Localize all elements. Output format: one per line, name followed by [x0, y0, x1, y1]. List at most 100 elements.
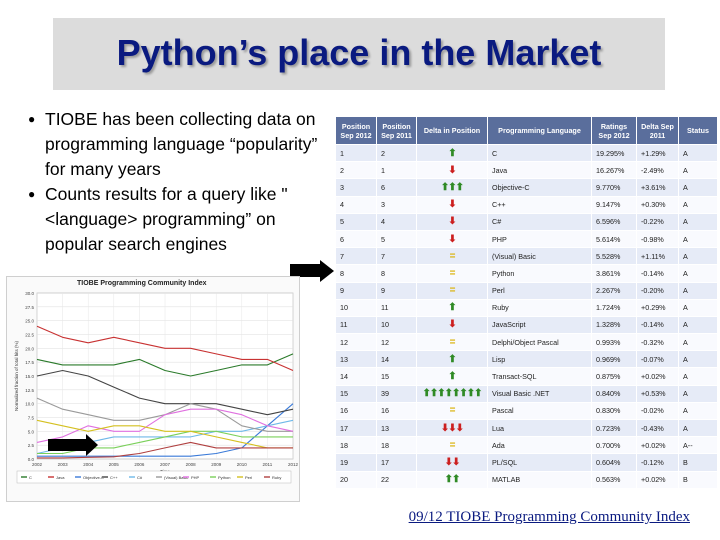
- status-cell: A: [678, 161, 718, 180]
- y-tick-label: 12.5: [25, 388, 34, 393]
- legend-label: Ruby: [272, 475, 281, 480]
- status-cell: A: [678, 350, 718, 369]
- rating-cell: 0.723%: [591, 418, 637, 438]
- header-delta-position: Delta in Position: [416, 116, 488, 145]
- delta-rating-cell: -2.49%: [636, 161, 679, 180]
- delta-rating-cell: -0.14%: [636, 264, 679, 283]
- delta-rating-cell: +0.53%: [636, 384, 679, 403]
- delta-position-cell: =: [416, 281, 488, 300]
- x-tick-label: 2002: [32, 462, 43, 467]
- delta-position-cell: ⬆⬆⬆: [416, 178, 488, 197]
- delta-position-cell: ⬇⬇⬇: [416, 418, 488, 438]
- position-2012-cell: 9: [335, 281, 377, 300]
- series-line: [37, 441, 293, 459]
- position-2011-cell: 15: [376, 367, 417, 386]
- rating-cell: 0.993%: [591, 333, 637, 352]
- delta-rating-cell: +1.11%: [636, 247, 679, 266]
- rating-cell: 0.604%: [591, 453, 637, 472]
- table-row: 10 11 ⬆ Ruby 1.724% +0.29% A: [335, 298, 718, 317]
- legend-label: C: [29, 475, 32, 480]
- table-row: 1 2 ⬆ C 19.295% +1.29% A: [335, 143, 718, 163]
- position-2012-cell: 5: [335, 212, 377, 231]
- language-cell: Lua: [487, 418, 592, 438]
- delta-position-cell: =: [416, 401, 488, 421]
- equal-icon: =: [449, 439, 456, 451]
- rating-cell: 9.770%: [591, 178, 637, 197]
- delta-position-cell: ⬆: [416, 298, 488, 317]
- table-row: 12 12 = Delphi/Object Pascal 0.993% -0.32% A: [335, 333, 718, 352]
- up-arrow-icon: ⬆⬆⬆: [440, 181, 464, 193]
- status-cell: A: [678, 298, 718, 317]
- y-tick-label: 0.0: [28, 457, 35, 462]
- tiobe-index-link[interactable]: 09/12 TIOBE Programming Community Index: [408, 509, 690, 525]
- legend-label: Objective-C: [83, 475, 104, 480]
- position-2011-cell: 39: [376, 384, 417, 403]
- tiobe-ranking-table: Position Sep 2012 Position Sep 2011 Delt…: [335, 116, 718, 503]
- y-tick-label: 27.5: [25, 305, 34, 310]
- table-row: 17 13 ⬇⬇⬇ Lua 0.723% -0.43% A: [335, 418, 718, 438]
- bullet-list: ● TIOBE has been collecting data on progr…: [28, 107, 330, 257]
- rating-cell: 6.596%: [591, 212, 637, 231]
- bullet-text: Counts results for a query like "<langua…: [45, 184, 288, 254]
- x-tick-label: 2010: [237, 462, 248, 467]
- delta-rating-cell: +3.61%: [636, 178, 679, 197]
- delta-position-cell: =: [416, 264, 488, 283]
- position-2012-cell: 13: [335, 350, 377, 369]
- delta-rating-cell: -0.32%: [636, 333, 679, 352]
- y-axis-label: Normalized fraction of total hits (%): [14, 340, 19, 411]
- table-row: 16 16 = Pascal 0.830% -0.02% A: [335, 401, 718, 421]
- delta-position-cell: ⬇: [416, 161, 488, 180]
- position-2011-cell: 9: [376, 281, 417, 300]
- series-line: [37, 403, 294, 457]
- x-tick-label: 2011: [263, 462, 273, 467]
- down-arrow-icon: ⬇: [448, 199, 456, 211]
- position-2011-cell: 16: [376, 401, 417, 421]
- y-tick-label: 25.0: [25, 319, 34, 324]
- status-cell: A: [678, 315, 718, 335]
- arrow-pointer-icon: [48, 439, 88, 451]
- equal-icon: =: [449, 405, 456, 417]
- table-row: 14 15 ⬆ Transact-SQL 0.875% +0.02% A: [335, 367, 718, 386]
- series-line: [36, 353, 294, 377]
- language-cell: Pascal: [487, 401, 592, 421]
- language-cell: Delphi/Object Pascal: [487, 333, 592, 352]
- language-cell: Ruby: [487, 298, 592, 317]
- status-cell: A: [678, 195, 718, 214]
- delta-rating-cell: -0.20%: [636, 281, 679, 300]
- position-2012-cell: 10: [335, 298, 377, 317]
- table-body: 1 2 ⬆ C 19.295% +1.29% A 2 1 ⬇ Java 16.267% -2.49% A 3…: [335, 143, 718, 489]
- up-arrow-icon: ⬆: [448, 353, 456, 365]
- rating-cell: 2.267%: [591, 281, 637, 300]
- equal-icon: =: [449, 250, 456, 262]
- position-2012-cell: 1: [335, 143, 377, 163]
- rating-cell: 0.830%: [591, 401, 637, 421]
- position-2011-cell: 10: [376, 315, 417, 335]
- legend-label: (Visual) Basic: [164, 475, 188, 480]
- delta-rating-cell: -0.98%: [636, 229, 679, 249]
- status-cell: A: [678, 281, 718, 300]
- rating-cell: 0.969%: [591, 350, 637, 369]
- delta-rating-cell: -0.14%: [636, 315, 679, 335]
- delta-rating-cell: -0.12%: [636, 453, 679, 472]
- status-cell: A: [678, 178, 718, 197]
- delta-rating-cell: -0.43%: [636, 418, 679, 438]
- language-cell: JavaScript: [487, 315, 592, 335]
- delta-position-cell: ⬇⬇: [416, 453, 488, 472]
- bullet-text: TIOBE has been collecting data on progra…: [45, 109, 318, 179]
- rating-cell: 9.147%: [591, 195, 637, 214]
- series-line: [36, 369, 294, 416]
- status-cell: A: [678, 333, 718, 352]
- title-box: Python’s place in the Market: [53, 18, 665, 90]
- rating-cell: 19.295%: [591, 143, 637, 163]
- x-tick-label: 2012: [288, 462, 299, 467]
- legend-label: Perl: [245, 475, 252, 480]
- header-language: Programming Language: [487, 116, 592, 145]
- arrow-right-head-icon: [320, 260, 334, 282]
- delta-rating-cell: +0.30%: [636, 195, 679, 214]
- table-row: 11 10 ⬇ JavaScript 1.328% -0.14% A: [335, 315, 718, 335]
- table-row: 15 39 ⬆⬆⬆⬆⬆⬆⬆⬆ Visual Basic .NET 0.840% +0.53…: [335, 384, 718, 403]
- delta-rating-cell: +0.02%: [636, 470, 679, 489]
- language-cell: MATLAB: [487, 470, 592, 489]
- rating-cell: 16.267%: [591, 161, 637, 180]
- y-tick-label: 30.0: [25, 291, 34, 296]
